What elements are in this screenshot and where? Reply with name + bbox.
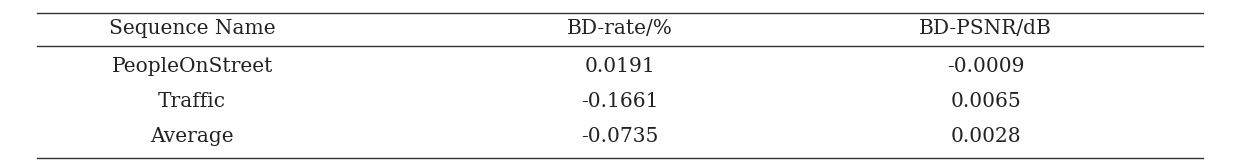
Text: Average: Average bbox=[150, 127, 234, 146]
Text: Sequence Name: Sequence Name bbox=[109, 19, 275, 38]
Text: -0.0735: -0.0735 bbox=[582, 127, 658, 146]
Text: BD-PSNR/dB: BD-PSNR/dB bbox=[919, 19, 1053, 38]
Text: -0.1661: -0.1661 bbox=[582, 92, 658, 111]
Text: PeopleOnStreet: PeopleOnStreet bbox=[112, 57, 273, 75]
Text: 0.0065: 0.0065 bbox=[950, 92, 1022, 111]
Text: -0.0009: -0.0009 bbox=[947, 57, 1024, 75]
Text: Traffic: Traffic bbox=[159, 92, 226, 111]
Text: 0.0028: 0.0028 bbox=[951, 127, 1021, 146]
Text: BD-rate/%: BD-rate/% bbox=[567, 19, 673, 38]
Text: 0.0191: 0.0191 bbox=[584, 57, 656, 75]
